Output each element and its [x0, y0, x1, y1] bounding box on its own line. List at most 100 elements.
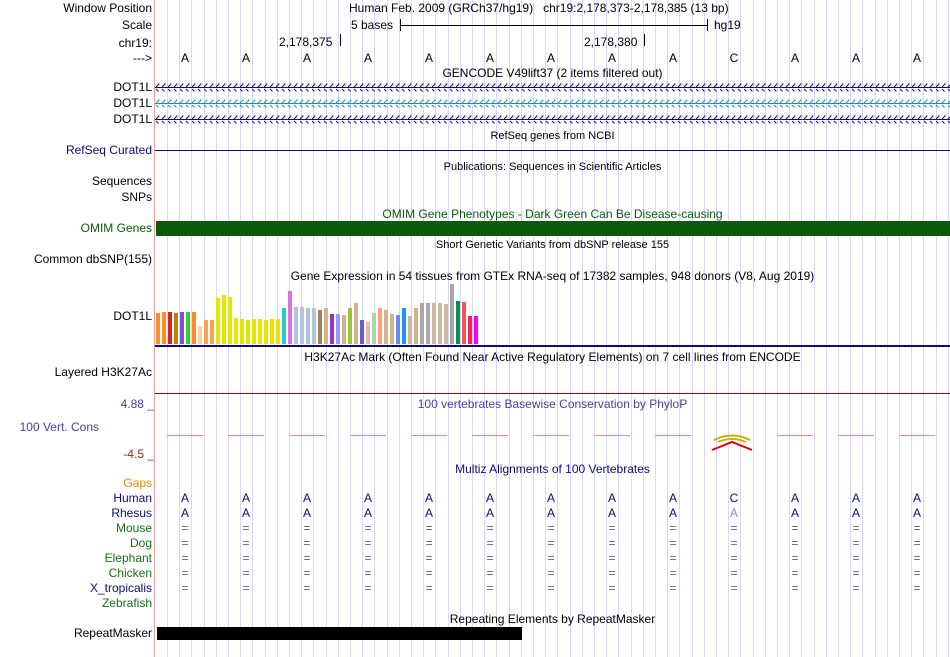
gtex-tissue-bar-53[interactable]: [468, 316, 472, 344]
publications-snps-label[interactable]: SNPs: [121, 190, 152, 204]
gtex-tissue-bar-29[interactable]: [324, 308, 328, 344]
gtex-tissue-bar-16[interactable]: [246, 320, 250, 344]
grid-line: [899, 0, 900, 657]
gtex-tissue-bar-26[interactable]: [306, 308, 310, 344]
publications-track-title[interactable]: Publications: Sequences in Scientific Ar…: [443, 161, 662, 173]
gtex-tissue-bar-3[interactable]: [168, 312, 172, 344]
gtex-label[interactable]: DOT1L: [113, 309, 152, 323]
multiz-species-human[interactable]: Human: [113, 491, 152, 505]
gtex-tissue-bar-52[interactable]: [462, 302, 466, 344]
gtex-tissue-bar-49[interactable]: [444, 304, 448, 344]
gtex-expression-bars[interactable]: [155, 284, 950, 344]
gtex-tissue-bar-24[interactable]: [294, 307, 298, 344]
refseq-line[interactable]: [155, 150, 950, 151]
gtex-tissue-bar-30[interactable]: [330, 314, 334, 344]
gtex-tissue-bar-25[interactable]: [300, 307, 304, 344]
gencode-transcript-3[interactable]: [155, 115, 950, 124]
multiz-species-x_tropicalis[interactable]: X_tropicalis: [89, 581, 152, 595]
gtex-tissue-bar-32[interactable]: [342, 315, 346, 344]
gencode-transcript-1[interactable]: [155, 83, 950, 92]
multiz-species-dog[interactable]: Dog: [129, 536, 152, 550]
gtex-tissue-bar-39[interactable]: [384, 310, 388, 344]
gtex-tissue-bar-20[interactable]: [270, 319, 274, 344]
gtex-tissue-bar-40[interactable]: [390, 314, 394, 344]
gtex-tissue-bar-28[interactable]: [318, 310, 322, 344]
multiz-species-elephant[interactable]: Elephant: [104, 551, 152, 565]
phylop-track-title[interactable]: 100 vertebrates Basewise Conservation by…: [417, 397, 688, 411]
phylop-label[interactable]: 100 Vert. Cons: [19, 420, 99, 434]
gtex-tissue-bar-47[interactable]: [432, 303, 436, 344]
gtex-tissue-bar-1[interactable]: [156, 313, 160, 344]
gtex-tissue-bar-11[interactable]: [216, 298, 220, 344]
gtex-tissue-bar-37[interactable]: [372, 313, 376, 344]
phylop-score-1: [167, 435, 203, 436]
gtex-tissue-bar-31[interactable]: [336, 314, 340, 344]
multiz-track-title[interactable]: Multiz Alignments of 100 Vertebrates: [455, 462, 650, 476]
gtex-tissue-bar-41[interactable]: [396, 315, 400, 344]
gtex-tissue-bar-51[interactable]: [456, 301, 460, 344]
gtex-tissue-bar-44[interactable]: [414, 308, 418, 344]
gtex-tissue-bar-4[interactable]: [174, 313, 178, 344]
gtex-tissue-bar-18[interactable]: [258, 319, 262, 344]
multiz-rhesus-base-3: A: [302, 506, 311, 520]
gtex-tissue-bar-2[interactable]: [162, 312, 166, 344]
gtex-tissue-bar-46[interactable]: [426, 303, 430, 344]
gtex-tissue-bar-36[interactable]: [366, 322, 370, 344]
gtex-tissue-bar-7[interactable]: [192, 312, 196, 344]
gtex-tissue-bar-48[interactable]: [438, 303, 442, 344]
gtex-tissue-bar-5[interactable]: [180, 312, 184, 344]
gtex-tissue-bar-38[interactable]: [378, 308, 382, 344]
gtex-tissue-bar-14[interactable]: [234, 318, 238, 344]
phylop-score-9: [655, 435, 691, 436]
gtex-track-title[interactable]: Gene Expression in 54 tissues from GTEx …: [290, 269, 815, 283]
multiz-species-rhesus[interactable]: Rhesus: [111, 506, 152, 520]
multiz-species-chicken[interactable]: Chicken: [108, 566, 152, 580]
gtex-tissue-bar-35[interactable]: [360, 320, 364, 344]
gtex-tissue-bar-22[interactable]: [282, 308, 286, 344]
h3k27ac-label[interactable]: Layered H3K27Ac: [54, 365, 152, 379]
gtex-tissue-bar-13[interactable]: [228, 297, 232, 344]
gtex-tissue-bar-17[interactable]: [252, 319, 256, 344]
h3k27ac-track-title[interactable]: H3K27Ac Mark (Often Found Near Active Re…: [304, 350, 801, 364]
multiz-species-zebrafish[interactable]: Zebrafish: [101, 596, 152, 610]
gtex-tissue-bar-45[interactable]: [420, 303, 424, 344]
repeatmasker-element[interactable]: [157, 627, 522, 640]
gtex-tissue-bar-27[interactable]: [312, 308, 316, 344]
omim-gene-bar[interactable]: [156, 221, 950, 236]
gtex-tissue-bar-33[interactable]: [348, 308, 352, 344]
repeatmasker-label[interactable]: RepeatMasker: [73, 626, 152, 640]
multiz-species-mouse[interactable]: Mouse: [115, 521, 152, 535]
gtex-tissue-bar-34[interactable]: [354, 303, 358, 344]
gtex-tissue-bar-8[interactable]: [198, 326, 202, 344]
gtex-tissue-bar-50[interactable]: [450, 284, 454, 344]
gtex-tissue-bar-19[interactable]: [264, 320, 268, 344]
gencode-track-title[interactable]: GENCODE V49lift37 (2 items filtered out): [442, 66, 663, 80]
gtex-tissue-bar-6[interactable]: [186, 312, 190, 344]
gencode-label-2[interactable]: DOT1L: [113, 96, 152, 110]
gtex-tissue-bar-9[interactable]: [204, 320, 208, 344]
gtex-tissue-bar-21[interactable]: [276, 319, 280, 344]
publications-sequences-label[interactable]: Sequences: [91, 174, 152, 188]
omim-label[interactable]: OMIM Genes: [80, 221, 152, 235]
multiz-human-base-10: C: [729, 491, 739, 505]
dbsnp-track-title[interactable]: Short Genetic Variants from dbSNP releas…: [435, 239, 670, 251]
omim-track-title[interactable]: OMIM Gene Phenotypes - Dark Green Can Be…: [382, 207, 723, 221]
gencode-transcripts[interactable]: [155, 80, 950, 126]
gtex-tissue-bar-10[interactable]: [210, 320, 214, 344]
refseq-track-title[interactable]: RefSeq genes from NCBI: [490, 130, 615, 142]
repeatmasker-track-title[interactable]: Repeating Elements by RepeatMasker: [449, 612, 656, 626]
gtex-tissue-bar-43[interactable]: [408, 316, 412, 344]
dbsnp-label[interactable]: Common dbSNP(155): [33, 252, 152, 266]
gtex-tissue-bar-23[interactable]: [288, 291, 292, 344]
window-position-value[interactable]: Human Feb. 2009 (GRCh37/hg19) chr19:2,17…: [349, 1, 729, 15]
gencode-transcript-2[interactable]: [155, 99, 950, 108]
refseq-label[interactable]: RefSeq Curated: [65, 143, 152, 157]
gencode-label-1[interactable]: DOT1L: [113, 80, 152, 94]
gtex-tissue-bar-12[interactable]: [222, 295, 226, 344]
gtex-tissue-bar-54[interactable]: [474, 316, 478, 344]
gtex-tissue-bar-42[interactable]: [402, 308, 406, 344]
gencode-label-3[interactable]: DOT1L: [113, 112, 152, 126]
gtex-tissue-bar-15[interactable]: [240, 319, 244, 344]
grid-line: [496, 0, 497, 657]
